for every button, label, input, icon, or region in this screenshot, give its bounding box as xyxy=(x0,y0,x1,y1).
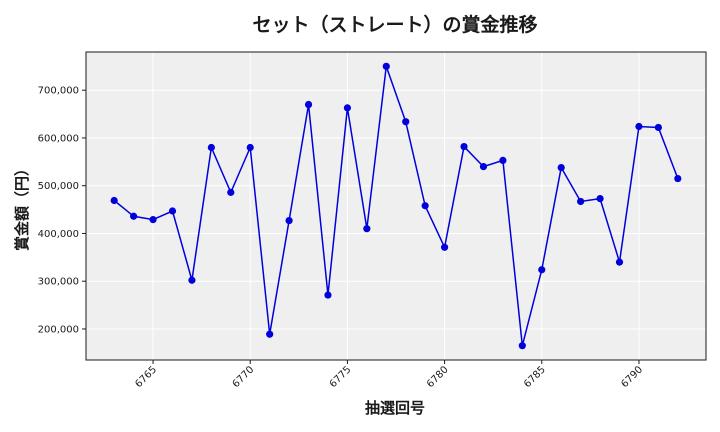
data-point xyxy=(304,100,313,109)
x-tick-label: 6780 xyxy=(425,364,451,390)
y-tick-label: 600,000 xyxy=(38,133,79,144)
x-tick-label: 6765 xyxy=(133,364,159,390)
data-point xyxy=(110,196,118,205)
x-tick-label: 6775 xyxy=(328,364,354,390)
y-tick-label: 700,000 xyxy=(38,86,79,97)
grid xyxy=(86,52,706,360)
data-point xyxy=(285,216,293,225)
data-point xyxy=(674,174,682,183)
data-point xyxy=(421,202,429,210)
data-point xyxy=(188,276,196,284)
y-tick-label: 200,000 xyxy=(38,324,79,335)
data-point xyxy=(382,62,390,70)
x-tick-label: 6785 xyxy=(522,364,548,390)
data-point xyxy=(343,104,352,112)
data-point xyxy=(615,258,624,266)
data-point xyxy=(499,156,507,164)
data-point xyxy=(207,143,215,152)
data-point xyxy=(402,118,410,126)
data-point xyxy=(654,123,662,132)
y-tick-label: 400,000 xyxy=(38,229,79,240)
y-axis-label: 賞金額（円） xyxy=(13,161,31,251)
data-point xyxy=(227,188,235,196)
data-point xyxy=(596,194,604,203)
data-point xyxy=(518,342,526,350)
plot-area xyxy=(86,52,706,360)
data-point xyxy=(168,207,177,215)
x-tick-label: 6770 xyxy=(231,364,257,390)
data-point xyxy=(130,212,138,220)
y-tick-label: 300,000 xyxy=(38,277,79,288)
data-point xyxy=(557,163,565,172)
data-point xyxy=(577,197,585,206)
data-point xyxy=(479,163,488,171)
x-axis-label: 抽選回号 xyxy=(365,399,425,417)
data-point xyxy=(538,266,546,274)
series xyxy=(110,62,682,350)
x-tick-label: 6790 xyxy=(619,364,645,390)
y-tick-label: 500,000 xyxy=(38,181,79,192)
data-point xyxy=(149,216,157,224)
data-point xyxy=(460,142,468,151)
data-point xyxy=(246,143,254,152)
data-point xyxy=(324,291,332,299)
data-point xyxy=(440,243,449,251)
data-point xyxy=(363,225,371,233)
chart-title: セット（ストレート）の賞金推移 xyxy=(252,13,537,36)
data-point xyxy=(635,122,643,131)
plot-frame xyxy=(85,51,707,361)
data-point xyxy=(266,330,274,338)
